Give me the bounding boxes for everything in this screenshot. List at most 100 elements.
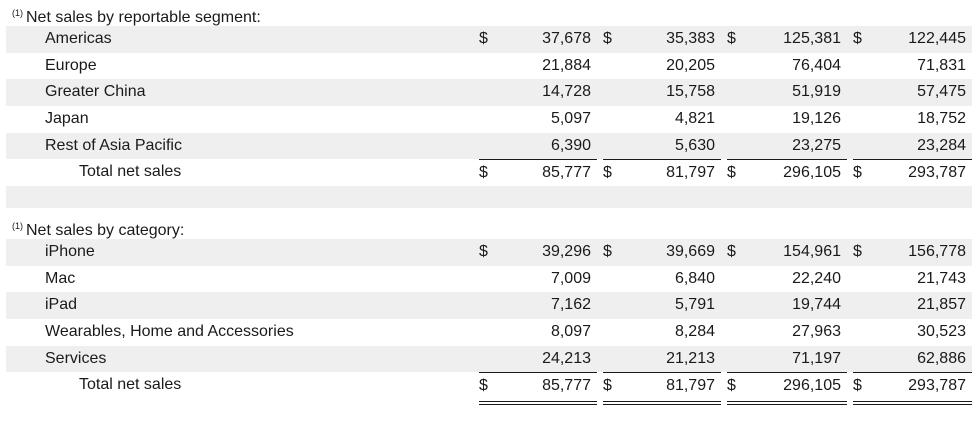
cell-value: 5,097 xyxy=(550,110,591,128)
currency-symbol: $ xyxy=(603,30,612,47)
segment-heading: (1) Net sales by reportable segment: xyxy=(6,0,972,26)
cell-value: 23,275 xyxy=(792,136,841,154)
cell-value: 71,831 xyxy=(917,56,966,74)
value-cell: $37,678 xyxy=(479,26,597,53)
table-row-europe: Europe 21,884 20,205 76,404 71,831 xyxy=(6,53,972,80)
section-spacer xyxy=(6,186,972,208)
cell-value: 21,743 xyxy=(917,269,966,287)
currency-symbol: $ xyxy=(853,377,862,395)
cell-value: 5,791 xyxy=(674,296,715,314)
table-row-mac: Mac 7,009 6,840 22,240 21,743 xyxy=(6,266,972,293)
currency-symbol: $ xyxy=(603,243,612,260)
row-label: Greater China xyxy=(45,83,146,101)
cell-value: 6,840 xyxy=(674,269,715,287)
value-cell: 62,886 xyxy=(853,346,972,373)
cell-value: 6,390 xyxy=(550,136,591,154)
value-cell: 6,390 xyxy=(479,133,597,160)
cell-value: 37,678 xyxy=(542,30,591,47)
value-cell: $39,669 xyxy=(603,239,721,266)
value-cell: 19,744 xyxy=(727,292,847,319)
value-cell: $156,778 xyxy=(853,239,972,266)
cell-value: 39,669 xyxy=(666,243,715,260)
value-cell: $85,777 xyxy=(479,372,597,405)
value-cell: 14,728 xyxy=(479,79,597,106)
cell-value: 125,381 xyxy=(783,30,841,47)
cell-value: 154,961 xyxy=(783,243,841,260)
cell-value: 21,857 xyxy=(917,296,966,314)
category-heading: (1) Net sales by category: xyxy=(6,213,972,239)
value-cell: $296,105 xyxy=(727,372,847,405)
currency-symbol: $ xyxy=(603,377,612,395)
cell-value: 51,919 xyxy=(792,83,841,101)
cell-value: 19,126 xyxy=(792,110,841,128)
table-row-total: Total net sales $85,777 $81,797 $296,105… xyxy=(6,159,972,192)
value-cell: 71,831 xyxy=(853,53,972,80)
value-cell: 4,821 xyxy=(603,106,721,133)
value-cell: 7,162 xyxy=(479,292,597,319)
row-label: Japan xyxy=(45,110,89,128)
category-heading-text: Net sales by category: xyxy=(26,222,185,239)
cell-value: 293,787 xyxy=(908,164,966,182)
table-row-greater-china: Greater China 14,728 15,758 51,919 57,47… xyxy=(6,79,972,107)
value-cell: 21,743 xyxy=(853,266,972,293)
cell-value: 5,630 xyxy=(674,136,715,154)
value-cell: 21,857 xyxy=(853,292,972,319)
row-label: Americas xyxy=(45,30,112,47)
cell-value: 21,884 xyxy=(542,56,591,74)
currency-symbol: $ xyxy=(603,164,612,182)
table-row-services: Services 24,213 21,213 71,197 62,886 xyxy=(6,345,972,373)
table-row-total: Total net sales $85,777 $81,797 $296,105… xyxy=(6,372,972,405)
value-cell: 22,240 xyxy=(727,266,847,293)
cell-value: 71,197 xyxy=(792,349,841,367)
value-cell: 7,009 xyxy=(479,266,597,293)
value-cell: 30,523 xyxy=(853,319,972,346)
table-row-iphone: iPhone $39,296 $39,669 $154,961 $156,778 xyxy=(6,239,972,266)
cell-value: 7,009 xyxy=(550,269,591,287)
value-cell: $35,383 xyxy=(603,26,721,53)
table-row-japan: Japan 5,097 4,821 19,126 18,752 xyxy=(6,106,972,133)
value-cell: 5,791 xyxy=(603,292,721,319)
row-label: Wearables, Home and Accessories xyxy=(45,323,294,341)
value-cell: 6,840 xyxy=(603,266,721,293)
table-row-ipad: iPad 7,162 5,791 19,744 21,857 xyxy=(6,292,972,320)
row-label: Total net sales xyxy=(79,163,182,181)
cell-value: 18,752 xyxy=(917,110,966,128)
cell-value: 156,778 xyxy=(908,243,966,260)
value-cell: 24,213 xyxy=(479,346,597,373)
segment-footnote-marker: (1) xyxy=(12,8,23,18)
value-cell: 8,097 xyxy=(479,319,597,346)
row-label: Total net sales xyxy=(79,376,182,394)
cell-value: 122,445 xyxy=(908,30,966,47)
segment-heading-text: Net sales by reportable segment: xyxy=(26,9,261,26)
row-label: Mac xyxy=(45,269,76,287)
value-cell: $81,797 xyxy=(603,159,721,192)
value-cell: $154,961 xyxy=(727,239,847,266)
value-cell: 51,919 xyxy=(727,79,847,106)
value-cell: $122,445 xyxy=(853,26,972,53)
table-row-americas: Americas $37,678 $35,383 $125,381 $122,4… xyxy=(6,26,972,53)
cell-value: 39,296 xyxy=(542,243,591,260)
value-cell: 21,213 xyxy=(603,346,721,373)
cell-value: 57,475 xyxy=(917,83,966,101)
value-cell: 8,284 xyxy=(603,319,721,346)
cell-value: 76,404 xyxy=(792,56,841,74)
cell-value: 30,523 xyxy=(917,323,966,341)
row-label: iPhone xyxy=(45,243,95,260)
value-cell: 57,475 xyxy=(853,79,972,106)
cell-value: 4,821 xyxy=(674,110,715,128)
currency-symbol: $ xyxy=(727,243,736,260)
row-label: Rest of Asia Pacific xyxy=(45,136,182,154)
cell-value: 24,213 xyxy=(542,349,591,367)
cell-value: 85,777 xyxy=(542,164,591,182)
value-cell: $81,797 xyxy=(603,372,721,405)
currency-symbol: $ xyxy=(853,30,862,47)
value-cell: 5,097 xyxy=(479,106,597,133)
cell-value: 20,205 xyxy=(666,56,715,74)
value-cell: 5,630 xyxy=(603,133,721,160)
cell-value: 27,963 xyxy=(792,323,841,341)
row-label: iPad xyxy=(45,296,78,314)
cell-value: 8,284 xyxy=(674,323,715,341)
currency-symbol: $ xyxy=(727,377,736,395)
value-cell: $296,105 xyxy=(727,159,847,192)
cell-value: 296,105 xyxy=(783,377,841,395)
